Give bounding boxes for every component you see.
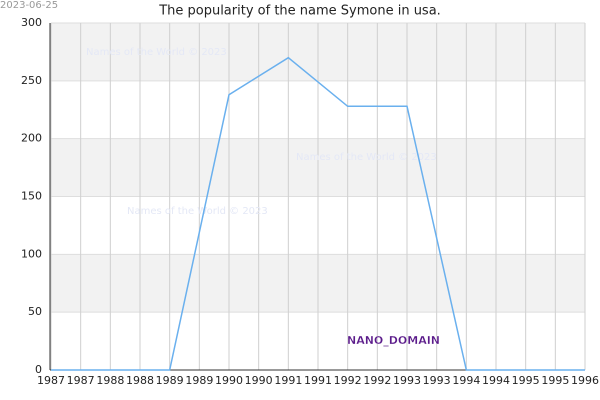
x-tick-label: 1994 xyxy=(452,374,480,387)
y-tick-label: 0 xyxy=(35,363,42,376)
x-tick-label: 1991 xyxy=(304,374,332,387)
x-tick-label: 1995 xyxy=(512,374,540,387)
watermark: Names of the World © 2023 xyxy=(86,47,227,58)
y-tick-label: 300 xyxy=(21,16,42,29)
x-tick-label: 1988 xyxy=(126,374,154,387)
y-tick-label: 250 xyxy=(21,74,42,87)
y-tick-label: 150 xyxy=(21,190,42,203)
y-tick-label: 100 xyxy=(21,247,42,260)
plot-background xyxy=(50,22,586,371)
annotation: NANO_DOMAIN xyxy=(347,334,440,347)
x-tick-label: 1994 xyxy=(482,374,510,387)
data-line xyxy=(51,56,585,371)
x-tick-label: 1993 xyxy=(393,374,421,387)
x-tick-label: 1988 xyxy=(96,374,124,387)
x-tick-label: 1992 xyxy=(334,374,362,387)
x-tick-label: 1993 xyxy=(423,374,451,387)
x-tick-label: 1987 xyxy=(67,374,95,387)
x-tick-label: 1990 xyxy=(245,374,273,387)
chart-title: The popularity of the name Symone in usa… xyxy=(158,4,441,19)
x-tick-label: 1991 xyxy=(274,374,302,387)
y-tick-label: 200 xyxy=(21,132,42,145)
x-tick-label: 1989 xyxy=(156,374,184,387)
y-tick-label: 50 xyxy=(28,305,42,318)
x-tick-label: 1990 xyxy=(215,374,243,387)
watermark: Names of the World © 2023 xyxy=(127,206,268,217)
x-tick-label: 1987 xyxy=(37,374,65,387)
x-tick-label: 1995 xyxy=(541,374,569,387)
x-tick-label: 1989 xyxy=(185,374,213,387)
x-tick-label: 1992 xyxy=(363,374,391,387)
watermark: Names of the World © 2023 xyxy=(296,152,437,163)
x-tick-label: 1996 xyxy=(571,374,599,387)
date: 2023-06-25 xyxy=(0,0,58,11)
